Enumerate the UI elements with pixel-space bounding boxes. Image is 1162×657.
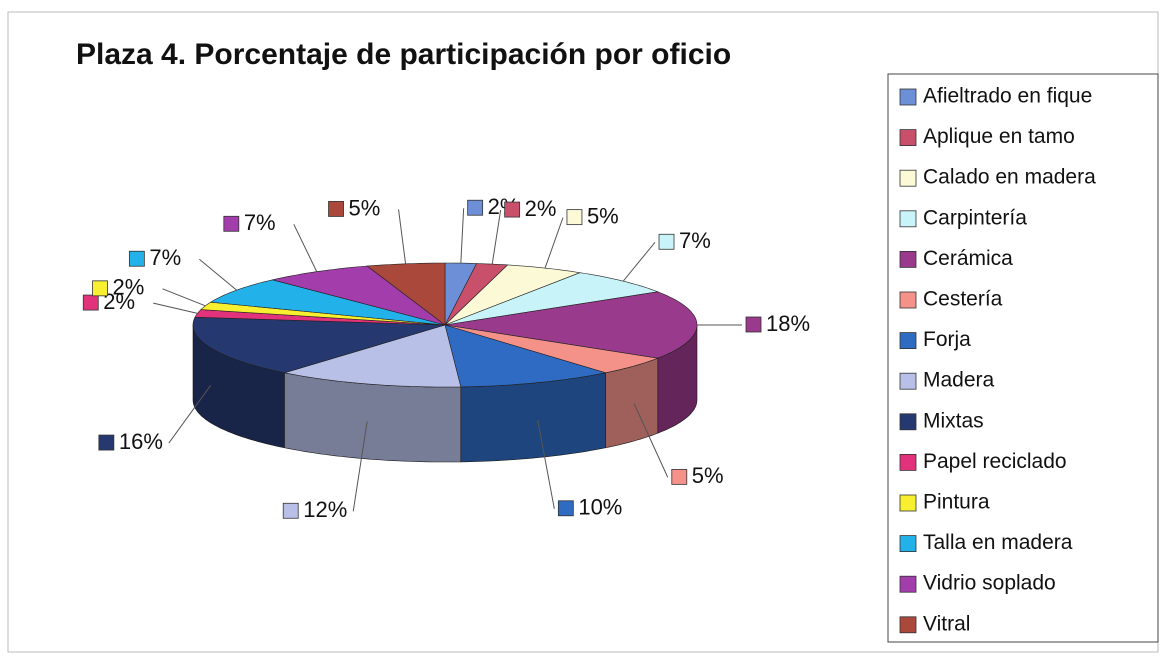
leader-line xyxy=(168,385,212,444)
leader-line xyxy=(537,420,555,509)
label-swatch xyxy=(282,502,299,519)
legend-label: Vidrio soplado xyxy=(923,572,1056,595)
legend-swatch xyxy=(899,575,917,593)
legend-label: Aplique en tamo xyxy=(923,125,1075,148)
leader-line xyxy=(199,258,237,291)
pie-slice xyxy=(444,324,659,374)
label-swatch xyxy=(671,468,688,485)
legend-label: Afieltrado en fique xyxy=(923,85,1092,108)
legend-label: Forja xyxy=(923,328,971,351)
leader-line xyxy=(153,302,198,314)
legend-label: Vitral xyxy=(923,612,970,635)
leader-line xyxy=(544,217,564,269)
legend-swatch xyxy=(899,210,917,228)
data-label: 2% xyxy=(113,275,145,300)
data-label: 7% xyxy=(244,210,276,235)
pie-slice xyxy=(192,316,446,374)
legend-swatch xyxy=(899,494,917,512)
leader-line xyxy=(293,224,318,272)
data-label: 10% xyxy=(578,495,622,520)
legend-box xyxy=(887,73,1159,643)
legend-swatch xyxy=(899,332,917,350)
legend-label: Pintura xyxy=(923,491,990,514)
label-swatch xyxy=(467,199,484,216)
label-swatch xyxy=(223,215,240,232)
data-label: 2% xyxy=(525,196,557,221)
label-swatch xyxy=(504,201,521,218)
leader-line xyxy=(398,209,407,264)
label-swatch xyxy=(745,316,762,333)
data-label: 12% xyxy=(303,497,347,522)
legend-label: Talla en madera xyxy=(923,531,1073,554)
pie-slice xyxy=(209,279,446,326)
legend-swatch xyxy=(899,88,917,106)
label-swatch xyxy=(328,201,344,217)
pie-slice xyxy=(444,324,606,388)
legend-label: Cerámica xyxy=(923,247,1013,270)
label-swatch xyxy=(92,280,108,297)
legend-swatch xyxy=(899,291,917,309)
side-shade xyxy=(284,372,461,462)
legend-label: Calado en madera xyxy=(923,166,1096,189)
legend-swatch xyxy=(899,535,917,552)
pie-slice xyxy=(366,262,446,326)
data-label: 16% xyxy=(119,429,163,454)
leader-line xyxy=(352,421,368,512)
data-label: 7% xyxy=(679,228,711,253)
label-swatch xyxy=(98,434,115,451)
legend-swatch xyxy=(899,413,917,431)
data-label: 2% xyxy=(103,289,135,314)
data-label: 5% xyxy=(349,195,381,220)
legend-swatch xyxy=(899,453,917,471)
legend-swatch xyxy=(899,616,917,634)
legend-swatch xyxy=(899,250,917,268)
leader-line xyxy=(622,241,656,282)
side-shade xyxy=(657,325,697,434)
chart-title: Plaza 4. Porcentaje de participación por… xyxy=(76,38,731,71)
pie-slice xyxy=(444,272,659,326)
data-label: 5% xyxy=(692,463,724,488)
legend-label: Cestería xyxy=(923,288,1003,311)
label-swatch xyxy=(557,500,574,517)
leader-line xyxy=(491,209,502,265)
legend-swatch xyxy=(899,169,917,187)
legend-label: Mixtas xyxy=(923,409,984,432)
side-shade xyxy=(605,358,658,448)
leader-line xyxy=(633,403,669,478)
legend-swatch xyxy=(899,372,917,390)
side-shade xyxy=(193,325,285,448)
label-swatch xyxy=(82,294,99,311)
side-shade xyxy=(460,372,606,462)
leader-line xyxy=(162,288,206,307)
label-swatch xyxy=(128,250,145,267)
legend-label: Papel reciclado xyxy=(923,450,1067,473)
data-label: 5% xyxy=(587,203,619,228)
data-label: 7% xyxy=(149,245,181,270)
legend-label: Carpintería xyxy=(923,206,1027,229)
label-swatch xyxy=(566,209,583,226)
data-label: 18% xyxy=(766,311,810,336)
legend-swatch xyxy=(899,129,917,147)
legend-label: Madera xyxy=(923,369,995,392)
label-swatch xyxy=(658,233,675,250)
leader-line xyxy=(460,208,465,264)
pie-slice xyxy=(284,324,462,388)
